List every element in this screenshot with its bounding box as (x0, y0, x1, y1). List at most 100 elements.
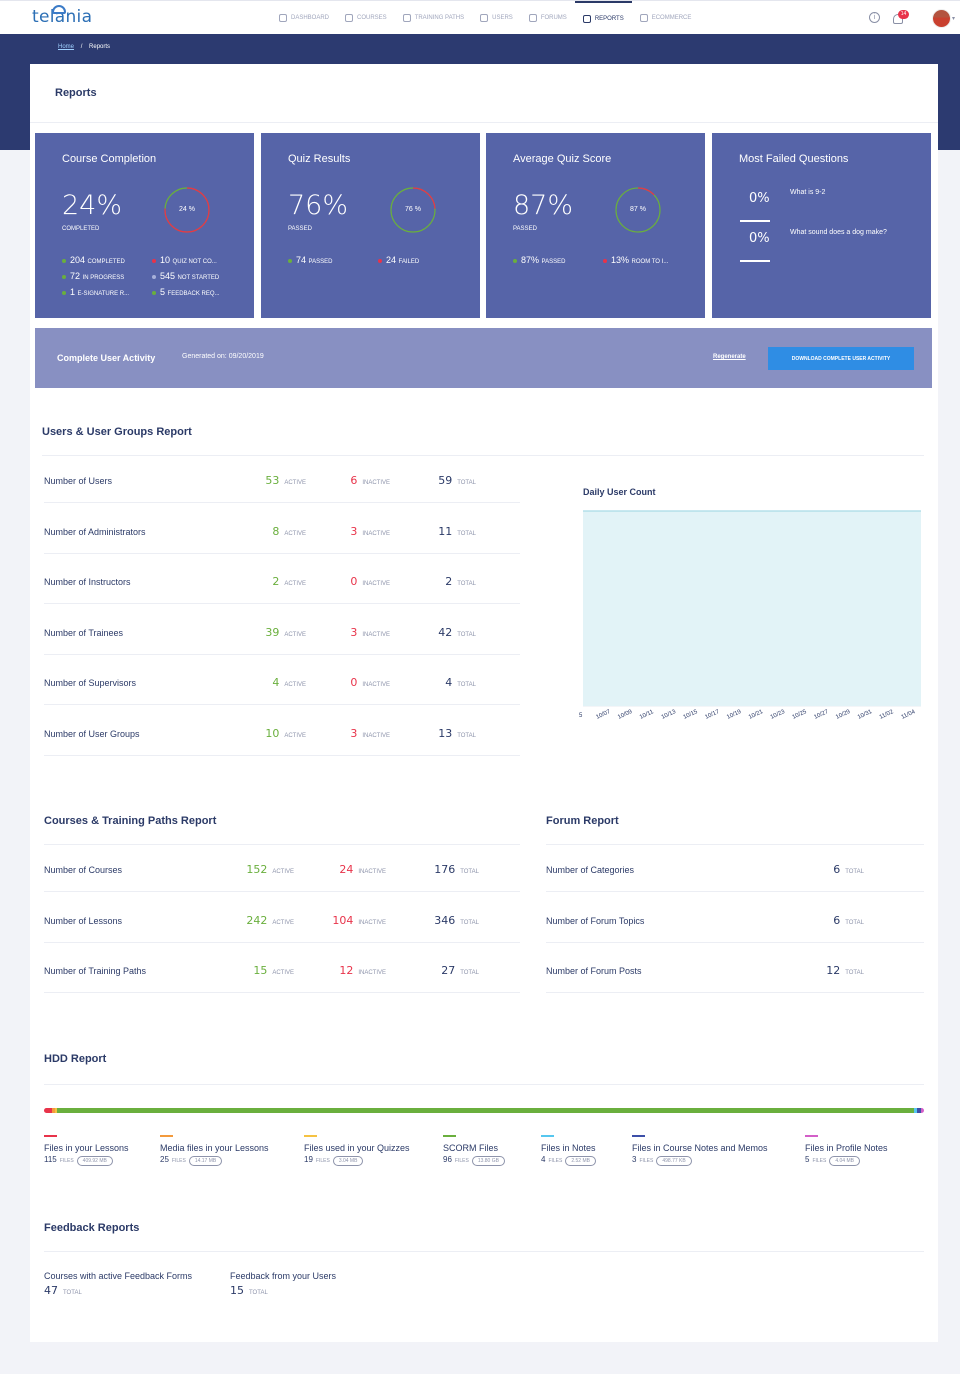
failed-question-2-percent: 0% (749, 231, 770, 246)
reports-icon (582, 15, 591, 23)
nav-users[interactable]: Users (472, 1, 521, 35)
active-count: 53 active (230, 474, 306, 487)
stat-label: not started (177, 275, 220, 281)
inactive-count: 104 inactive (300, 914, 386, 927)
telania-logo[interactable]: telania (32, 7, 93, 27)
completion-ring-label: 24 % (179, 206, 195, 213)
row-label[interactable]: Number of Forum Topics (546, 915, 645, 926)
nav-training-paths[interactable]: Training Paths (395, 1, 472, 35)
feedback-forms-label: Courses with active Feedback Forms (44, 1271, 193, 1281)
active-count: 4 active (230, 676, 306, 689)
forum-report-title: Forum Report (546, 815, 619, 827)
most-failed-questions-card[interactable]: Most Failed Questions 0% What is 9-2 0% … (712, 133, 931, 318)
feedback-forms-value: 47 total (44, 1284, 192, 1297)
inactive-count: 0 inactive (310, 575, 390, 588)
divider (44, 755, 520, 756)
active-count: 39 active (230, 626, 306, 639)
row-label[interactable]: Number of Users (44, 476, 113, 486)
nav-dashboard[interactable]: Dashboard (271, 1, 337, 35)
row-label[interactable]: Number of Categories (546, 865, 635, 875)
stat-value: 204 (70, 255, 86, 265)
total-value: 6 (833, 913, 841, 927)
quiz-results-card[interactable]: Quiz Results 76% passed 76 % 74 passed 24… (261, 133, 480, 318)
regenerate-link[interactable]: Regenerate (713, 354, 746, 360)
user-feedback-label: Feedback from your Users (230, 1271, 337, 1281)
hdd-item-name: Files in Profile Notes (805, 1143, 888, 1153)
nav-courses[interactable]: Courses (337, 1, 395, 35)
hdd-legend-item[interactable]: SCORM Files 96 files 13.80 GB (443, 1135, 505, 1166)
active-value: 4 (272, 676, 280, 690)
row-label[interactable]: Number of Lessons (44, 915, 123, 926)
divider (44, 1251, 924, 1252)
row-label[interactable]: Number of Trainees (44, 627, 124, 638)
main-nav: Dashboard Courses Training Paths Users Forum… (271, 1, 699, 35)
x-tick-label: 10/11 (639, 709, 655, 721)
stat-value: 24 (386, 255, 397, 265)
stat-value: 1 (70, 287, 76, 297)
total-value: 13 (438, 727, 453, 740)
active-label: active (284, 530, 306, 537)
average-quiz-score-card[interactable]: Average Quiz Score 87% passed 87 % 87% p… (486, 133, 705, 318)
row-label[interactable]: Number of Supervisors (44, 678, 137, 689)
row-label[interactable]: Number of Administrators (44, 526, 146, 537)
file-count: 115 (44, 1155, 57, 1164)
row-label[interactable]: Number of User Groups (44, 729, 140, 739)
card-stat: 10 quiz not co... (152, 255, 237, 265)
total-label: total (845, 970, 864, 976)
total-label: total (249, 1290, 268, 1296)
x-tick-label: 10/09 (617, 709, 634, 721)
row-label[interactable]: Number of Training Paths (44, 966, 147, 976)
average-ring-label: 87 % (630, 206, 646, 213)
x-tick-label: 11/02 (879, 709, 895, 721)
course-completion-card[interactable]: Course Completion 24% completed 24 % 204… (35, 133, 254, 318)
active-count: 15 active (210, 964, 294, 977)
nav-label: Ecommerce (651, 15, 692, 21)
avatar[interactable] (932, 9, 951, 28)
status-dot (62, 258, 66, 263)
row-label[interactable]: Number of Instructors (44, 577, 131, 588)
divider (42, 455, 924, 456)
info-icon[interactable]: i (869, 12, 880, 23)
nav-label: Forums (540, 15, 567, 21)
inactive-label: inactive (362, 682, 390, 689)
hdd-legend-item[interactable]: Files in Notes 4 files 2.52 MB (541, 1135, 596, 1166)
row-label[interactable]: Number of Forum Posts (546, 966, 642, 976)
hdd-legend-item[interactable]: Media files in your Lessons 25 files 14.17 … (160, 1135, 269, 1166)
hdd-item-name: Media files in your Lessons (160, 1143, 269, 1153)
chevron-down-icon[interactable]: ▾ (952, 16, 956, 22)
card-title: Quiz Results (288, 153, 351, 165)
breadcrumb-home-link[interactable]: Home (58, 44, 75, 50)
page-title: Reports (55, 87, 97, 99)
stat-value: 545 (160, 271, 176, 281)
nav-reports[interactable]: Reports (574, 1, 632, 35)
hdd-usage-bar (44, 1108, 924, 1113)
total-value: 176 (434, 863, 456, 876)
card-stat: 1 e-signature r... (62, 287, 147, 297)
nav-forums[interactable]: Forums (521, 1, 575, 35)
size-badge: 14.17 MB (188, 1156, 223, 1166)
total-label: total (457, 631, 476, 638)
hdd-item-name: SCORM Files (443, 1143, 499, 1153)
row-label[interactable]: Number of Courses (44, 865, 123, 875)
hdd-legend-item[interactable]: Files used in your Quizzes 19 files 3.04 MB (304, 1135, 410, 1166)
feedback-forms-stat[interactable]: Courses with active Feedback Forms 47 tot… (44, 1271, 192, 1297)
active-label: active (284, 682, 306, 689)
total-value: 42 (438, 625, 453, 639)
hdd-legend-item[interactable]: Files in Course Notes and Memos 3 files 498… (632, 1135, 768, 1166)
nav-ecommerce[interactable]: Ecommerce (632, 1, 700, 35)
download-user-activity-button[interactable]: Download Complete User Activity (768, 347, 914, 370)
inactive-label: inactive (358, 919, 386, 926)
ring-remaining (615, 187, 661, 233)
divider (44, 891, 520, 892)
active-value: 10 (265, 727, 280, 740)
files-label: files (454, 1158, 469, 1164)
size-badge: 4.04 MB (829, 1156, 860, 1166)
hdd-legend-item[interactable]: Files in your Lessons 115 files 409.92 MB (44, 1135, 129, 1166)
quiz-ring-label: 76 % (405, 206, 421, 213)
inactive-label: inactive (362, 530, 390, 537)
user-feedback-stat[interactable]: Feedback from your Users 15 total (230, 1271, 336, 1297)
forums-icon (528, 14, 537, 22)
total-label: total (460, 869, 479, 875)
divider (44, 502, 520, 503)
hdd-legend-item[interactable]: Files in Profile Notes 5 files 4.04 MB (805, 1135, 888, 1166)
